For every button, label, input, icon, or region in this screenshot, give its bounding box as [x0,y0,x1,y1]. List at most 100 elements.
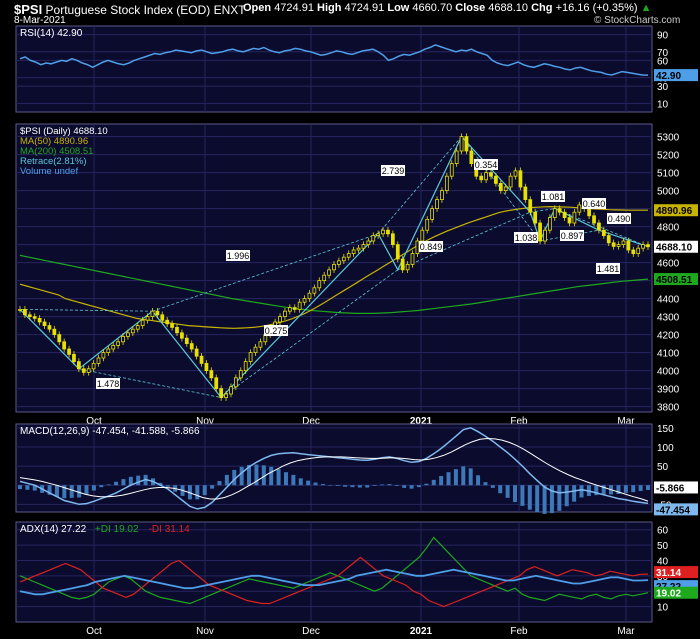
month-label-bottom: Mar [617,626,635,637]
macd-legend: MACD(12,26,9) -47.454, -41.588, -5.866 [20,426,200,437]
month-label-bottom: Feb [510,626,528,637]
adx-tick-label: 60 [657,526,669,537]
candle [258,341,263,348]
candle [636,247,641,254]
retrace-connector [530,208,555,213]
adx-tick-label: 40 [657,556,669,567]
rsi-line [19,44,649,76]
retrace-connector [397,211,531,271]
candle [317,280,322,289]
macd-histogram-bar [520,485,525,506]
retrace-label: 1.481 [597,264,620,274]
rsi-tick-label: 30 [657,82,669,93]
macd-histogram-bar [476,475,481,486]
candle [238,370,243,379]
watermark: © StockCharts.com [594,15,681,26]
adx-panel [15,521,653,623]
candle [209,370,214,379]
price-legend-item: Volume undef [20,166,78,177]
month-label-bottom: Dec [302,626,320,637]
macd-histogram-bar [638,485,643,491]
candle [567,217,572,224]
macd-last-value-bg [654,503,698,516]
candle [287,307,292,312]
candle [479,175,484,181]
adx-line [19,568,649,596]
macd-tick-label: 100 [657,443,674,454]
candle [292,307,297,310]
candle [234,377,238,388]
candle [72,353,76,362]
candle [557,208,562,213]
retrace-connector [19,309,153,312]
month-label: Dec [302,416,320,427]
candle [106,348,111,353]
candle [155,310,160,316]
macd-histogram-bar [25,485,30,490]
candle [528,199,533,213]
candle [135,325,140,330]
candle [606,235,611,244]
macd-histogram-bar [328,485,333,486]
macd-histogram-bar [557,485,562,511]
retrace-label: 1.081 [542,192,565,202]
retrace-label: 1.038 [515,233,538,243]
candle [116,341,120,346]
macd-histogram-bar [424,483,429,486]
candle [440,190,444,201]
candle [518,170,523,188]
candle [395,244,400,260]
macd-histogram-bar [54,485,59,497]
macd-histogram-bar [91,485,96,491]
adx-legend-item: ADX(14) 27.22 [20,524,87,535]
rsi-panel [15,25,653,113]
candle [145,316,150,321]
candle [52,328,57,336]
candle [32,316,37,319]
macd-histogram-bar [224,474,229,486]
macd-histogram-bar [579,485,584,498]
price-tick-label: 5000 [657,187,680,198]
candle [337,260,341,265]
retrace-label-bg [607,213,631,224]
price-tick-label: 4300 [657,313,680,324]
macd-tick-label: 50 [657,462,669,473]
candle [248,352,253,363]
candle [96,357,101,364]
price-legend-item: MA(200) 4508.51 [20,146,93,157]
price-tick-label: 4100 [657,349,680,360]
macd-histogram-bar [69,485,74,498]
candle [386,229,390,235]
chart-date: 8-Mar-2021 [14,15,66,26]
macd-hist-last-value-bg [654,481,698,494]
candle [425,218,430,231]
candle [508,175,513,188]
candle [538,222,542,242]
retrace-label: 1.996 [227,251,250,261]
candle [297,301,302,310]
rsi-last-value: 42.90 [656,71,681,82]
candle [243,361,248,372]
candle [597,222,601,231]
plus-di-last-value-bg [654,586,698,599]
macd-histogram-bar [527,485,532,510]
price-legend-item: $PSI (Daily) 4688.10 [20,126,108,137]
candle [165,319,170,325]
candle [140,319,145,327]
retrace-label-bg [582,198,606,209]
macd-histogram-bar [505,485,510,498]
adx-legend-item: -DI 31.14 [149,524,191,535]
retrace-label: 2.739 [382,166,405,176]
rsi-tick-label: 10 [657,99,669,110]
candle [587,208,591,217]
candle [552,208,557,219]
ma50-line [19,205,648,329]
retrace-label-bg [596,263,620,274]
retrace-connector [377,136,462,235]
retrace-label-bg [226,250,250,261]
adx-legend-item: +DI 19.02 [95,524,139,535]
candle [229,386,233,395]
macd-histogram-bar [283,472,288,486]
month-label: Feb [510,416,528,427]
month-label: Mar [617,416,635,427]
